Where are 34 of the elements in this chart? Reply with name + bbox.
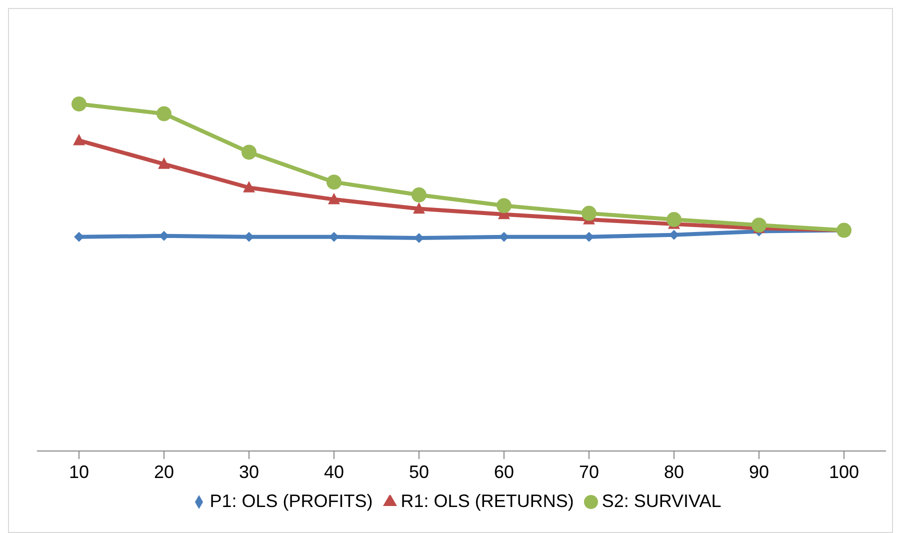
point bbox=[584, 232, 594, 242]
x-tick-label: 90 bbox=[748, 462, 770, 482]
x-tick-label: 10 bbox=[68, 462, 90, 482]
point bbox=[752, 218, 766, 233]
point bbox=[329, 232, 339, 242]
point bbox=[156, 106, 172, 122]
point bbox=[412, 187, 426, 202]
point bbox=[158, 157, 170, 169]
point bbox=[73, 134, 85, 146]
point bbox=[326, 174, 342, 190]
point bbox=[836, 222, 852, 238]
x-tick-label: 60 bbox=[494, 462, 514, 482]
point bbox=[496, 198, 512, 214]
point bbox=[328, 192, 340, 204]
x-tick-label: 100 bbox=[828, 462, 860, 482]
point bbox=[666, 212, 682, 228]
point bbox=[72, 96, 86, 112]
x-tick-label: 80 bbox=[664, 462, 684, 482]
legend-label: S2: SURVIVAL bbox=[602, 491, 722, 511]
point bbox=[242, 144, 256, 160]
point bbox=[243, 181, 255, 192]
x-tick-label: 70 bbox=[578, 462, 600, 482]
x-tick-label: 40 bbox=[324, 462, 344, 482]
point bbox=[582, 206, 596, 221]
legend-label: R1: OLS (RETURNS) bbox=[400, 491, 574, 511]
point bbox=[499, 232, 509, 242]
point bbox=[74, 232, 84, 242]
x-tick-label: 30 bbox=[238, 462, 260, 482]
point bbox=[413, 202, 425, 214]
x-tick-label: 50 bbox=[408, 462, 430, 482]
point bbox=[414, 232, 424, 243]
x-tick-label: 20 bbox=[154, 462, 174, 482]
legend-label: P1: OLS (PROFITS) bbox=[210, 491, 373, 511]
point bbox=[244, 232, 254, 242]
